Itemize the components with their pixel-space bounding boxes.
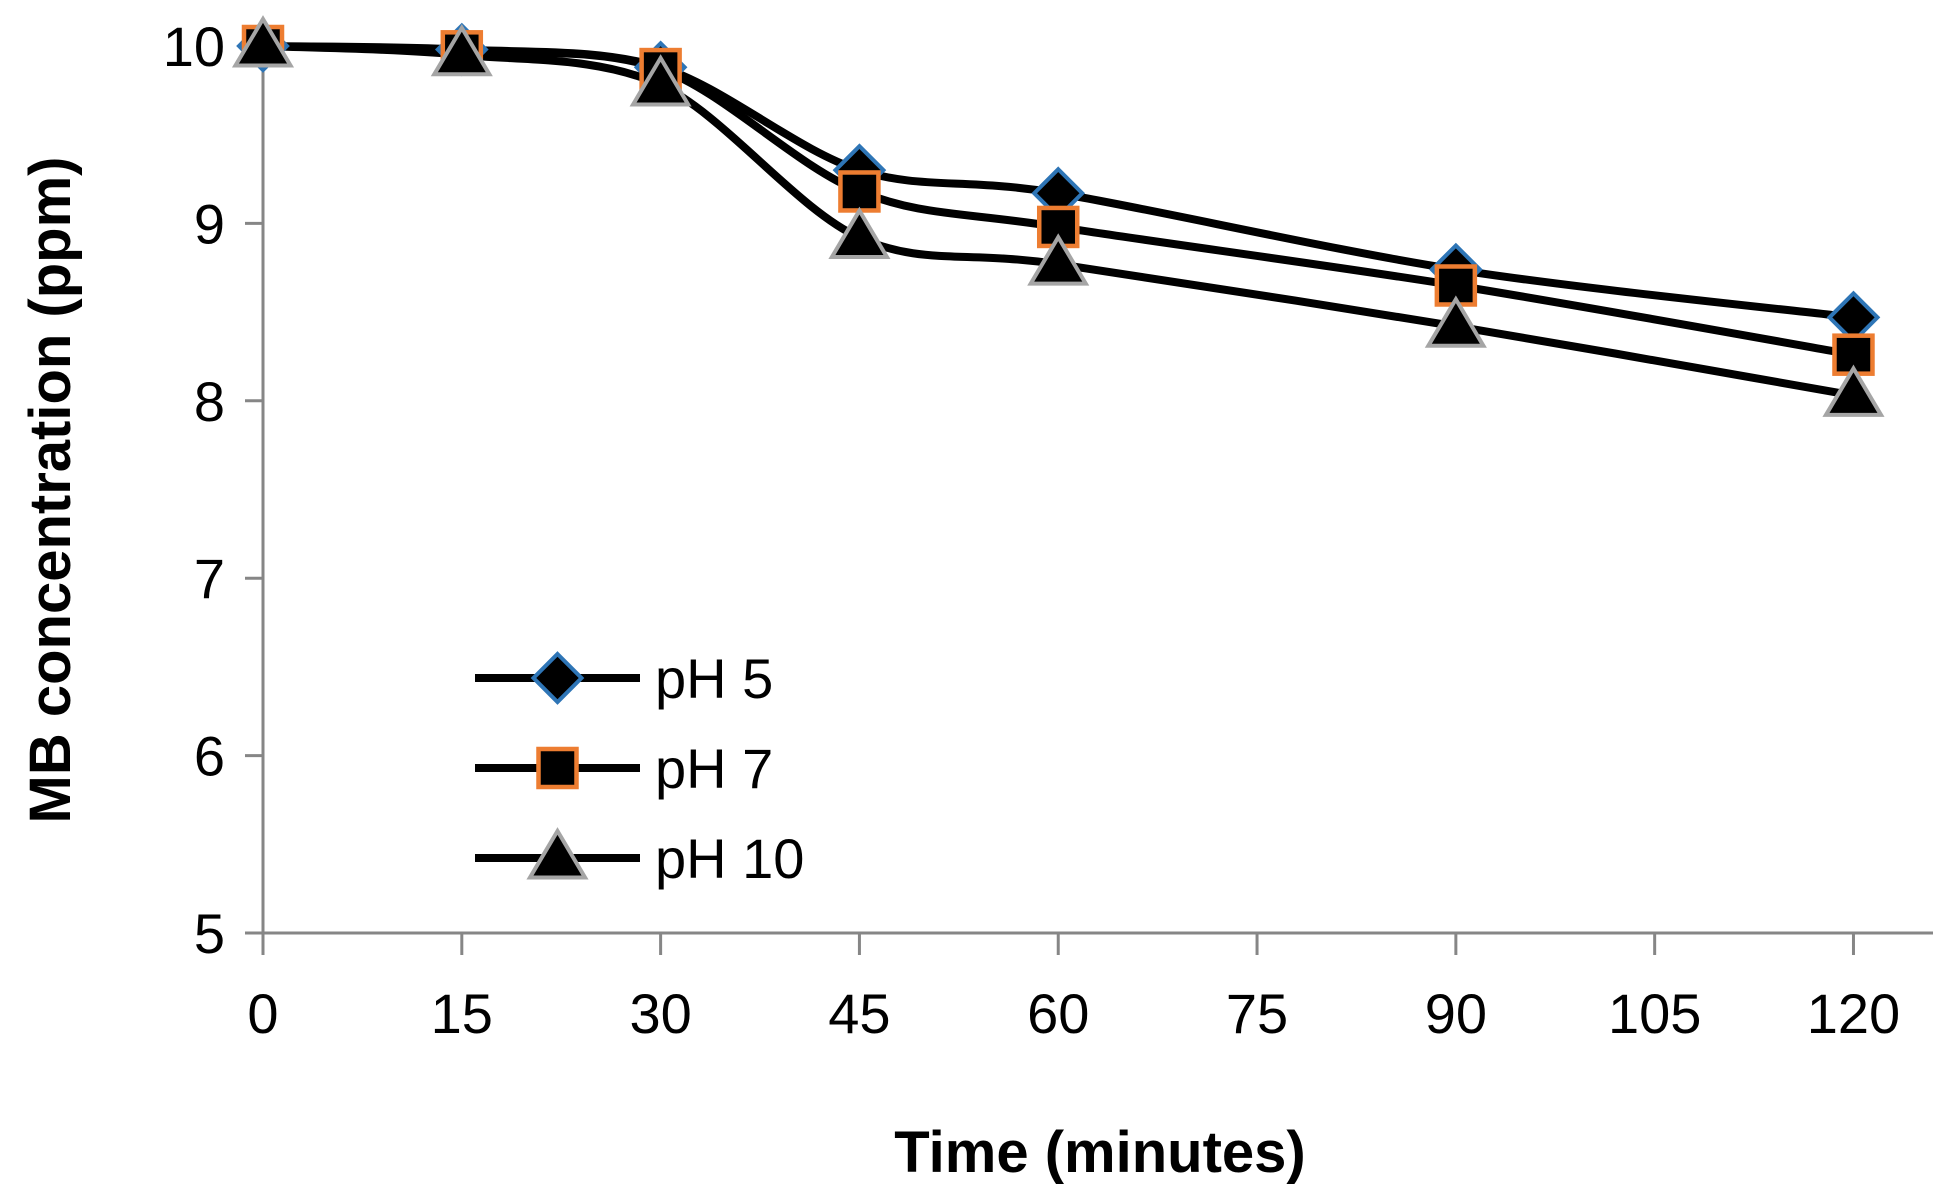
series-markers	[231, 15, 1885, 417]
x-tick-label: 45	[828, 982, 890, 1045]
legend-marker	[526, 827, 589, 880]
legend-label: pH 5	[655, 647, 773, 710]
data-point-ph-10	[629, 54, 692, 107]
axes	[245, 44, 1933, 955]
y-axis-title: MB concentration (ppm)	[18, 157, 83, 824]
data-point-ph-10	[430, 23, 493, 77]
data-point-ph-10	[828, 206, 891, 260]
tick-labels: 5 6 7 8 9 10 0 15 30 45 60 75 90 105 120	[163, 15, 1900, 1045]
legend-marker	[530, 651, 585, 705]
legend-label: pH 10	[655, 827, 804, 890]
x-axis-title: Time (minutes)	[894, 1120, 1305, 1185]
x-tick-label: 0	[247, 982, 278, 1045]
y-tick-label: 9	[194, 192, 225, 255]
y-tick-label: 6	[194, 725, 225, 788]
x-tick-label: 30	[629, 982, 691, 1045]
x-tick-label: 105	[1608, 982, 1701, 1045]
x-tick-label: 75	[1226, 982, 1288, 1045]
x-tick-label: 90	[1425, 982, 1487, 1045]
y-tick-label: 5	[194, 902, 225, 965]
y-tick-label: 10	[163, 15, 225, 78]
data-point-ph-10	[1027, 233, 1090, 286]
y-tick-label: 7	[194, 547, 225, 610]
x-tick-label: 120	[1807, 982, 1900, 1045]
y-tick-label: 8	[194, 370, 225, 433]
x-tick-label: 60	[1027, 982, 1089, 1045]
data-point-ph-10	[1424, 295, 1487, 348]
legend-label: pH 7	[655, 737, 773, 800]
legend: pH 5 pH 7 pH 10	[475, 647, 804, 890]
legend-marker	[536, 746, 579, 790]
data-point-ph-10	[231, 15, 295, 68]
data-point-ph-7	[838, 170, 881, 213]
data-point-ph-10	[1822, 364, 1885, 417]
x-tick-label: 15	[431, 982, 493, 1045]
